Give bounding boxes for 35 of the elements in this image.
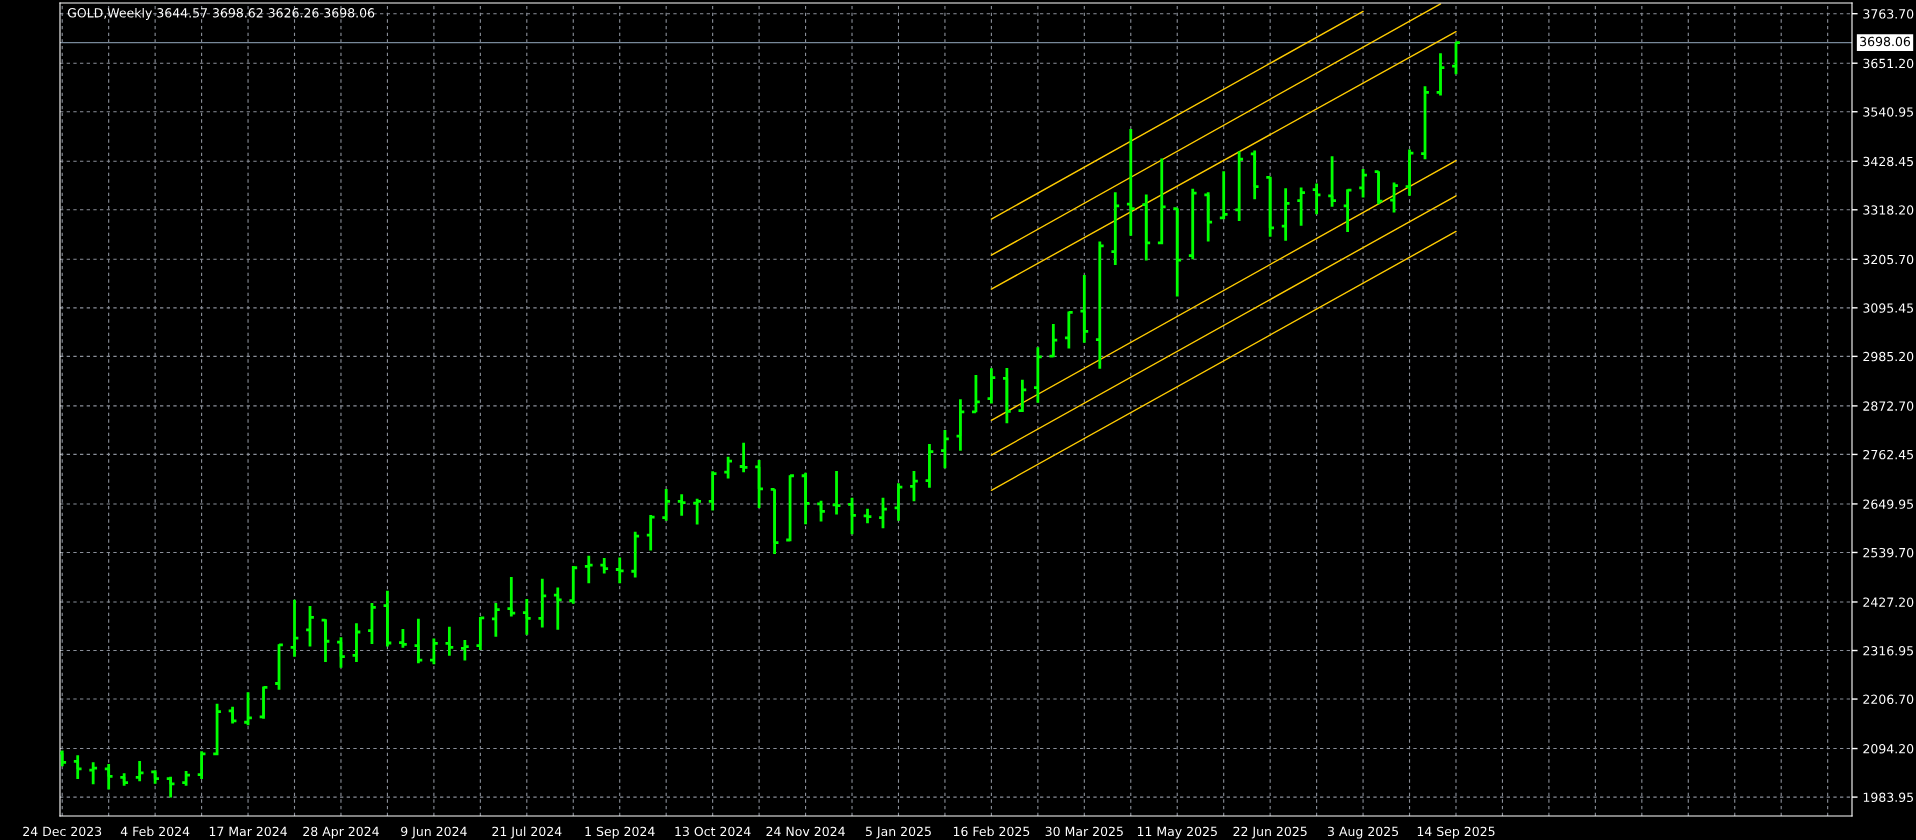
y-tick-label: 2206.70 [1863,694,1914,704]
y-tick-label: 3763.70 [1863,9,1914,19]
x-tick-label: 30 Mar 2025 [1045,826,1123,837]
x-tick-label: 28 Apr 2024 [303,826,379,839]
y-tick-label: 3540.95 [1863,107,1914,117]
x-tick-label: 17 Mar 2024 [209,826,287,837]
x-tick-label: 21 Jul 2024 [492,826,562,839]
x-tick-label: 14 Sep 2025 [1417,826,1495,839]
x-tick-label: 13 Oct 2024 [675,826,751,837]
y-tick-label: 3205.70 [1863,254,1914,265]
x-tick-label: 5 Jan 2025 [865,826,931,839]
y-tick-label: 2762.45 [1863,449,1914,460]
y-tick-label: 2872.70 [1863,401,1914,411]
y-tick-label: 2539.70 [1863,547,1914,558]
y-tick-label: 2094.20 [1863,744,1914,754]
ref-line-label: 3698.06 [1860,36,1911,47]
x-tick-label: 22 Jun 2025 [1233,826,1307,839]
x-tick-label: 11 May 2025 [1137,826,1217,839]
y-tick-label: 2985.20 [1863,351,1914,362]
y-tick-label: 2649.95 [1863,499,1914,509]
x-tick-label: 24 Dec 2023 [23,826,102,837]
y-tick-label: 2427.20 [1863,597,1914,607]
x-tick-label: 1 Sep 2024 [585,826,655,839]
x-tick-label: 24 Nov 2024 [766,826,845,837]
x-tick-label: 9 Jun 2024 [401,826,467,839]
x-tick-label: 3 Aug 2025 [1327,826,1399,839]
y-tick-label: 3651.20 [1863,58,1914,69]
y-tick-label: 3095.45 [1863,303,1914,313]
y-tick-label: 1983.95 [1863,792,1914,803]
y-tick-label: 3428.45 [1863,156,1914,167]
x-tick-label: 4 Feb 2024 [120,826,190,837]
y-tick-label: 2316.95 [1863,645,1914,656]
y-tick-label: 3318.20 [1863,205,1914,215]
chart-title: GOLD,Weekly 3644.57 3698.62 3626.26 3698.06 [67,7,375,20]
x-tick-label: 16 Feb 2025 [953,826,1030,837]
